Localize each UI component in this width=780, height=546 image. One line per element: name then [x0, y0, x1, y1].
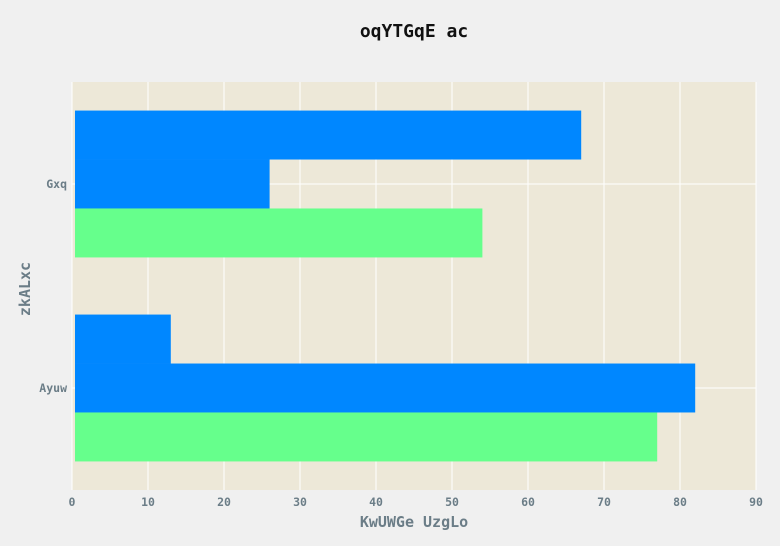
bar [75, 159, 270, 209]
x-axis-ticks: 0 10 20 30 40 50 60 70 80 90 [69, 495, 763, 509]
y-tick-label: Ayuw [39, 381, 67, 395]
bar [75, 208, 483, 258]
bar [75, 314, 171, 364]
bar [75, 363, 696, 413]
x-tick-label: 40 [369, 495, 383, 509]
x-tick-label: 90 [749, 495, 763, 509]
bar [75, 412, 658, 462]
y-tick-label: Gxq [46, 177, 67, 191]
y-axis-ticks: Gxq Ayuw [39, 177, 67, 395]
x-axis-label: KwUWGe UzgLo [360, 513, 468, 531]
x-tick-label: 80 [673, 495, 687, 509]
chart-title: oqYTGqE ac [360, 21, 468, 42]
y-axis-label: zkALxc [16, 262, 34, 316]
x-tick-label: 50 [445, 495, 459, 509]
x-tick-label: 10 [141, 495, 155, 509]
bars [75, 110, 696, 462]
x-tick-label: 30 [293, 495, 307, 509]
x-tick-label: 0 [69, 495, 76, 509]
bar [75, 110, 582, 160]
x-tick-label: 20 [217, 495, 231, 509]
x-tick-label: 70 [597, 495, 611, 509]
x-tick-label: 60 [521, 495, 535, 509]
